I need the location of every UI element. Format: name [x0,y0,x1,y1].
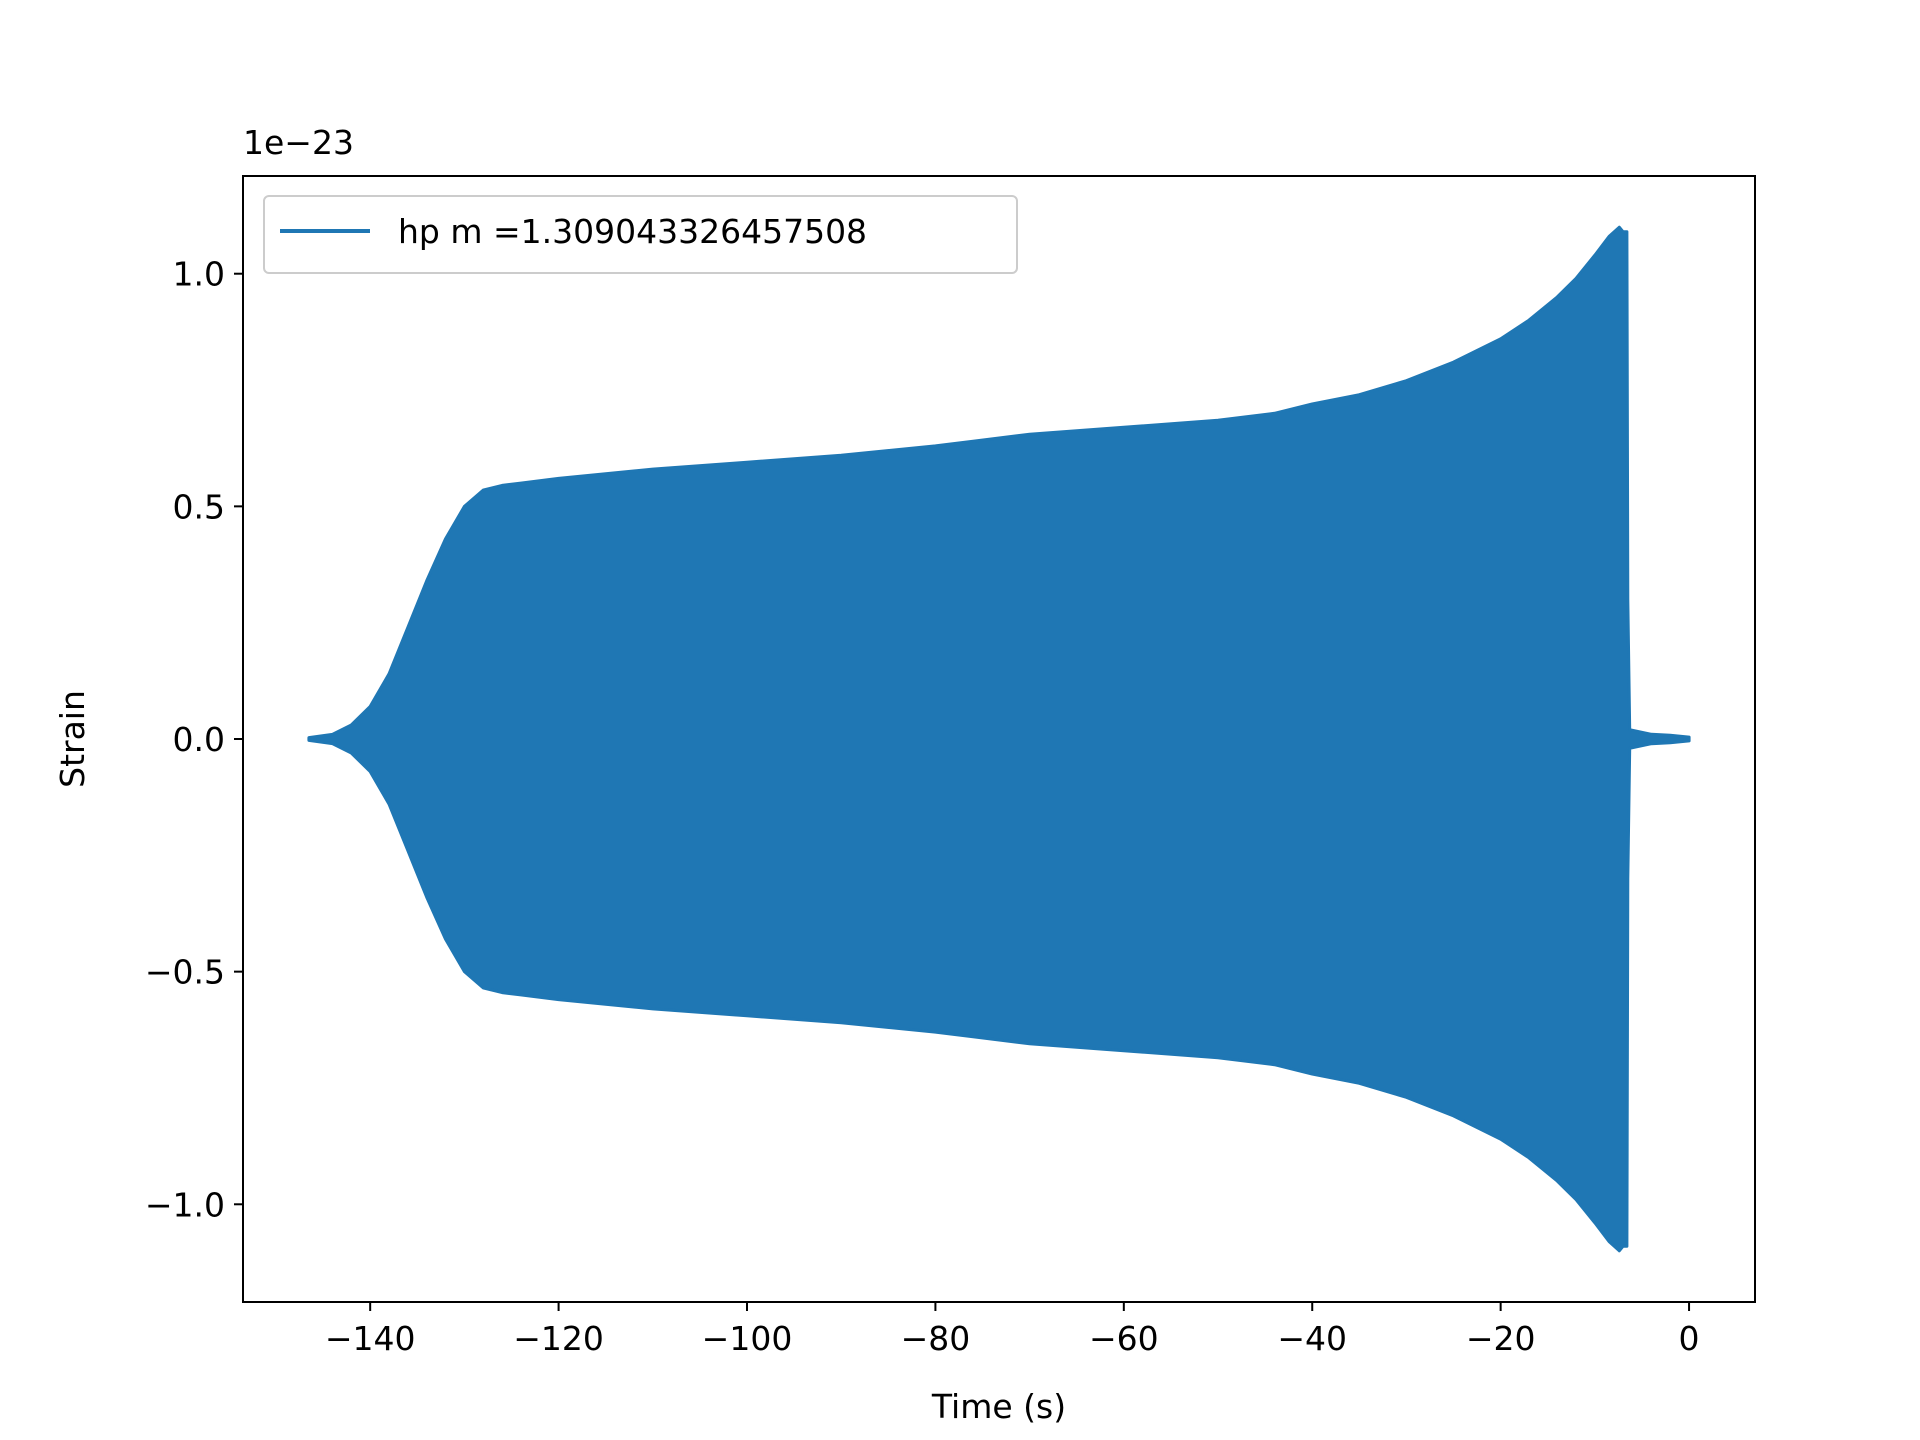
y-tick-label: 0.5 [173,487,225,526]
y-tick-label: 0.0 [173,720,225,759]
legend-label: hp m =1.309043326457508 [398,212,867,251]
x-tick-label: −40 [1277,1319,1347,1358]
waveform-series [307,225,1691,1253]
y-tick-label: −1.0 [145,1185,225,1224]
y-axis: −1.0 −0.5 0.0 0.5 1.0 [145,255,243,1224]
x-tick-label: −100 [702,1319,793,1358]
x-tick-label: −20 [1466,1319,1536,1358]
y-tick-label: −0.5 [145,953,225,992]
y-tick-label: 1.0 [173,255,225,294]
legend-box [263,195,1018,274]
x-tick-label: −120 [513,1319,604,1358]
x-tick-label: −140 [325,1319,416,1358]
x-tick-label: −80 [901,1319,971,1358]
plot-area [307,225,1691,1253]
x-tick-label: −60 [1089,1319,1159,1358]
y-axis-label: Strain [53,690,92,788]
x-tick-label: 0 [1679,1319,1700,1358]
y-offset-label: 1e−23 [243,123,354,162]
x-axis: −140 −120 −100 −80 −60 −40 −20 0 [325,1302,1700,1358]
x-axis-label: Time (s) [931,1387,1066,1426]
legend: hp m =1.309043326457508 [263,195,1018,274]
